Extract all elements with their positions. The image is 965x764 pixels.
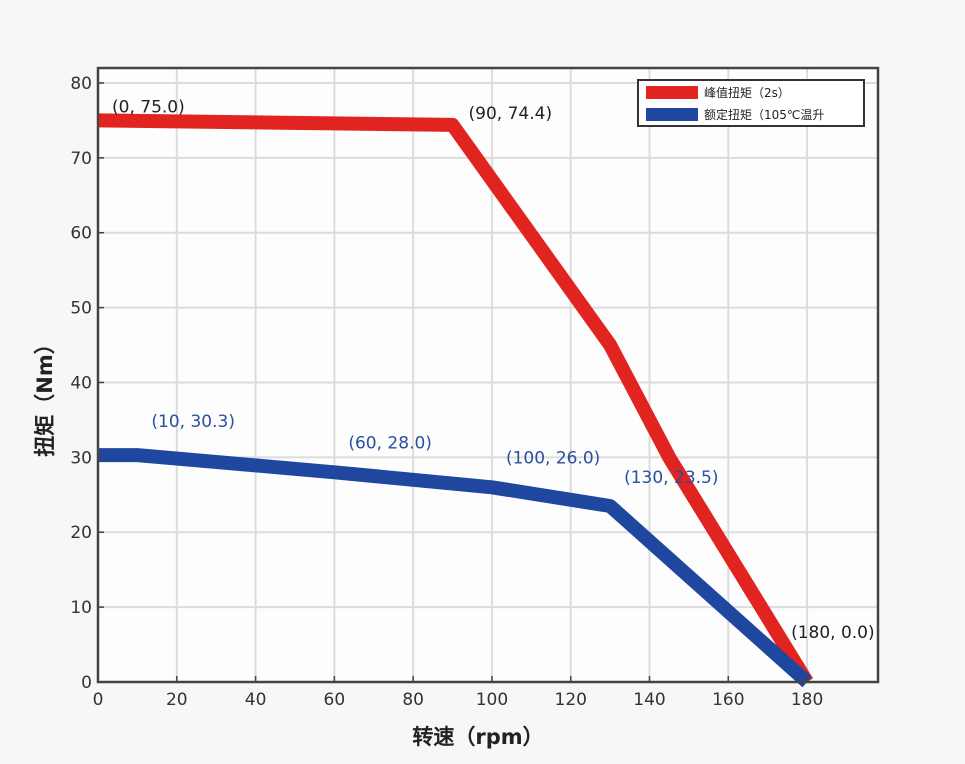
series-line-peak-torque: [97, 113, 814, 686]
y-axis-title: 扭矩（Nm）: [33, 333, 57, 456]
point-label: (100, 26.0): [506, 448, 600, 468]
point-label: (10, 30.3): [151, 412, 235, 432]
series-lines: [97, 113, 814, 688]
point-label: (90, 74.4): [469, 104, 553, 124]
legend-swatch: [646, 108, 698, 121]
plot-frame: [96, 66, 880, 684]
point-label: (180, 0.0): [791, 623, 875, 643]
x-tick-label: 140: [633, 690, 665, 710]
y-tick-label: 30: [70, 448, 92, 468]
x-tick-label: 120: [555, 690, 587, 710]
x-tick-label: 0: [93, 690, 104, 710]
x-tick-label: 40: [245, 690, 267, 710]
legend-swatch: [646, 86, 698, 99]
y-tick-label: 60: [70, 224, 92, 244]
x-tick-label: 20: [166, 690, 188, 710]
series-line-rated-torque: [98, 448, 812, 688]
legend-label: 峰值扭矩（2s）: [704, 85, 790, 100]
plot-area-background: [98, 68, 878, 682]
point-annotations: (0, 75.0) (90, 74.4) (180, 0.0) (10, 30.3) (…: [112, 97, 875, 643]
y-tick-label: 20: [70, 523, 92, 543]
point-label: (0, 75.0): [112, 97, 185, 117]
axis-ticks: 0 20 40 60 80 100 120 140 160 180 0 10 20 30 40 50 60 70 8…: [70, 74, 823, 710]
x-axis-title: 转速（rpm）: [412, 725, 543, 749]
y-tick-label: 50: [70, 299, 92, 319]
x-tick-label: 100: [476, 690, 508, 710]
y-tick-label: 0: [81, 673, 92, 693]
x-tick-label: 160: [712, 690, 744, 710]
y-tick-label: 70: [70, 149, 92, 169]
point-label: (130, 23.5): [624, 468, 718, 488]
y-tick-label: 10: [70, 598, 92, 618]
x-tick-label: 80: [402, 690, 424, 710]
y-tick-label: 40: [70, 373, 92, 393]
legend-label: 额定扭矩（105℃温升: [704, 107, 824, 122]
y-tick-label: 80: [70, 74, 92, 94]
x-tick-label: 60: [324, 690, 346, 710]
legend: 峰值扭矩（2s） 额定扭矩（105℃温升: [637, 79, 865, 127]
x-tick-label: 180: [791, 690, 823, 710]
point-label: (60, 28.0): [348, 433, 432, 453]
